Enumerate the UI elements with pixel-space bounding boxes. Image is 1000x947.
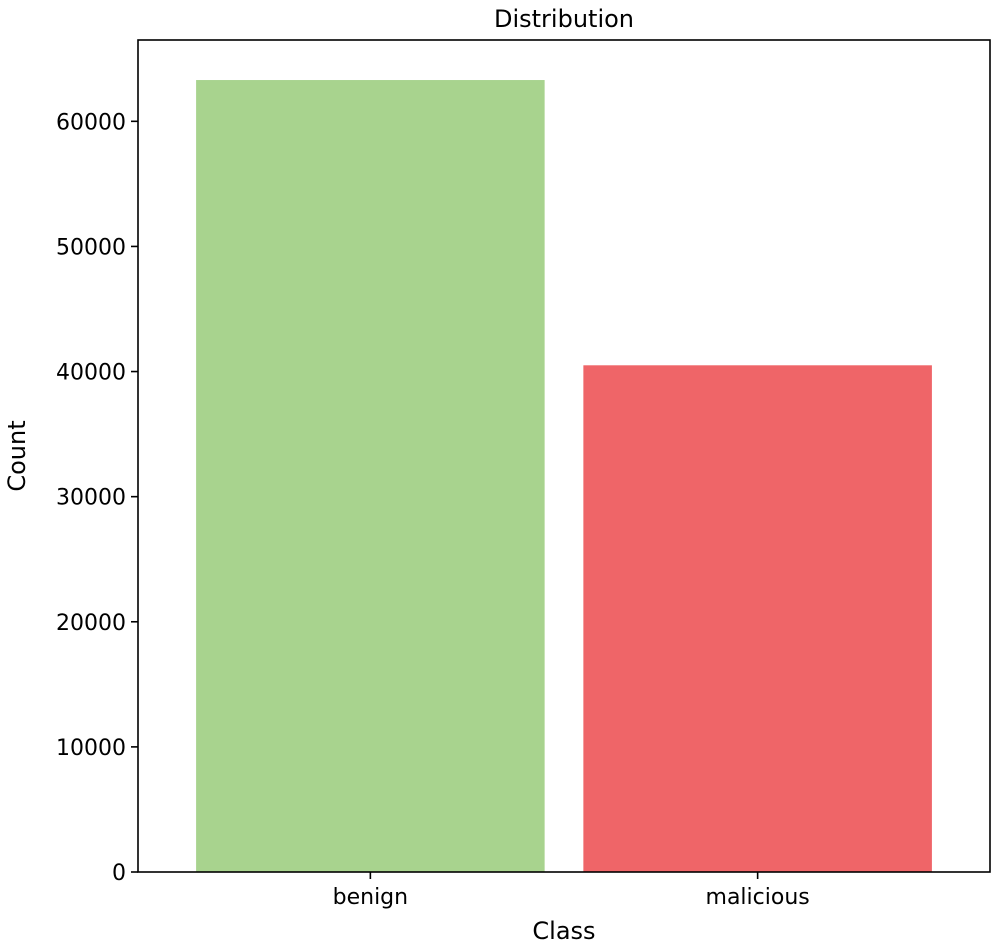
bar-benign <box>196 80 545 873</box>
bars <box>196 80 932 873</box>
x-axis: benign malicious <box>333 872 810 910</box>
bar-malicious <box>583 365 932 872</box>
x-tick-label: benign <box>333 885 408 910</box>
x-axis-label: Class <box>532 917 595 945</box>
y-tick-label: 50000 <box>56 235 126 260</box>
y-tick-label: 0 <box>112 861 126 886</box>
y-tick-label: 40000 <box>56 361 126 386</box>
y-tick-label: 20000 <box>56 611 126 636</box>
y-tick-label: 60000 <box>56 110 126 135</box>
plot-frame <box>137 39 991 873</box>
y-axis-label: Count <box>3 420 31 491</box>
y-tick-label: 10000 <box>56 736 126 761</box>
chart-title: Distribution <box>494 5 634 33</box>
y-tick-label: 30000 <box>56 486 126 511</box>
x-tick-label: malicious <box>706 885 810 910</box>
y-axis: 0 10000 20000 30000 40000 50000 60000 <box>56 110 138 886</box>
